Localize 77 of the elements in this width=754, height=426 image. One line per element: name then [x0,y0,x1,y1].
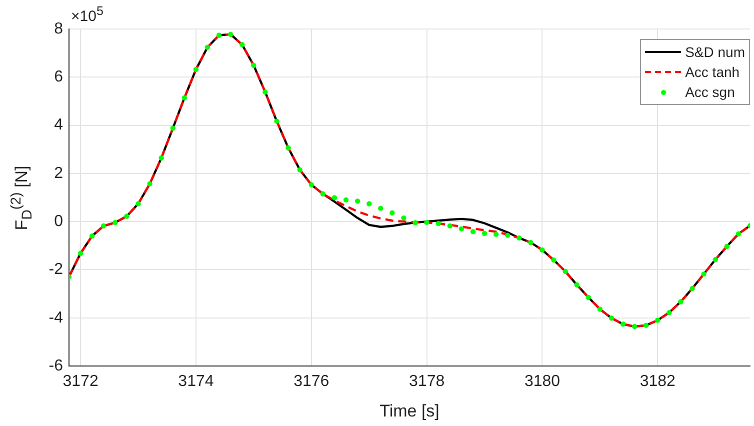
point [193,66,199,72]
point [701,271,706,277]
point [712,257,718,262]
point [343,197,349,203]
point [297,167,302,172]
point [286,145,291,151]
y-tick-label: 6 [54,68,64,86]
y-tick-label: 8 [54,20,64,38]
point [366,201,372,206]
y-tick-label: -6 [48,357,64,374]
point [112,220,118,226]
point [251,62,256,68]
point [182,95,188,100]
point [736,231,742,236]
point [204,44,210,50]
point [632,324,638,330]
x-tick-label: 3182 [640,373,676,390]
point [447,223,452,229]
point [158,155,164,161]
point [505,232,510,238]
point [482,230,488,236]
x-axis-title: Time [s] [380,401,440,420]
point [136,201,141,206]
point [274,118,280,124]
y-tick-label: 0 [54,212,64,230]
legend-label: S&D num [685,44,745,60]
point [262,89,268,95]
x-tick-label: 3172 [62,373,98,390]
x-tick-label: 3174 [178,373,214,390]
point [332,195,338,200]
text: ×10$^{5}$ [71,4,104,25]
point [493,232,499,237]
x-tick-label: 3178 [409,373,445,390]
point [354,198,360,204]
point [240,42,245,48]
point [620,322,626,327]
legend-label: Acc sgn [685,84,735,100]
point [216,32,222,38]
point [170,126,176,131]
y-tick-label: 2 [54,164,64,182]
point [424,220,430,225]
point [470,229,476,234]
point [644,322,649,328]
x-tick-label: 3180 [524,373,560,390]
point [516,235,522,241]
legend-label: Acc tanh [685,64,740,80]
point [147,181,152,186]
point [458,226,464,232]
y-tick-label: 4 [54,116,64,134]
point [228,32,234,37]
point [78,250,84,256]
point [436,220,441,226]
point [551,257,556,263]
point [608,316,614,321]
point [597,306,603,312]
point [528,240,534,246]
point [378,206,384,211]
point [666,310,672,316]
point [89,233,95,239]
point [678,299,684,304]
y-tick-label: -4 [48,309,64,326]
point [308,182,314,188]
point [586,294,592,300]
y-tick-label: -2 [48,261,64,278]
point [101,223,106,229]
point [562,268,568,274]
point [320,191,326,196]
point [390,210,395,216]
x-tick-label: 3176 [294,373,330,390]
point [574,282,580,288]
point [690,286,695,292]
point [124,214,130,219]
point [412,220,418,226]
point [540,247,545,253]
point [401,215,406,221]
point [655,318,660,323]
point [724,244,730,249]
